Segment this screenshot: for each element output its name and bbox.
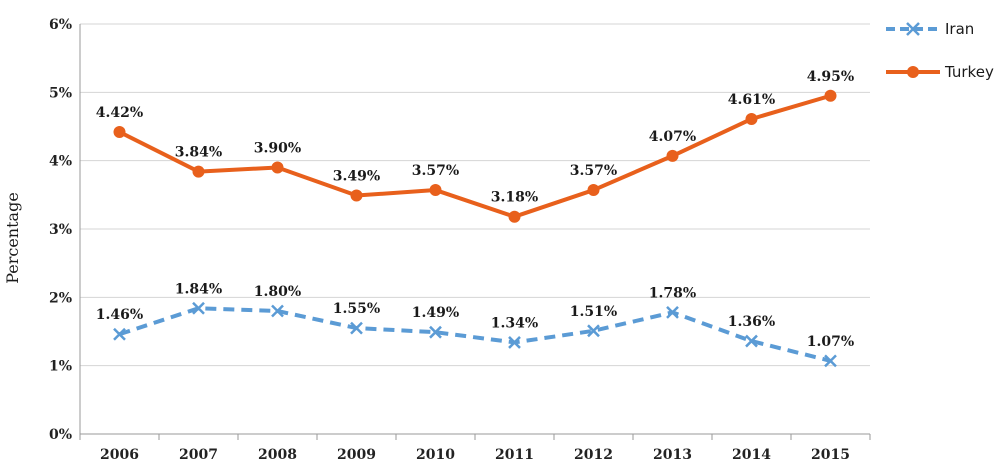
point-iran-2008 — [271, 304, 284, 318]
point-turkey-2015 — [824, 89, 837, 102]
data-label-iran-2014: 1.36% — [728, 314, 775, 330]
point-turkey-2009 — [350, 189, 363, 202]
data-label-iran-2011: 1.34% — [491, 315, 538, 331]
x-axis-ticks: 2006 2007 2008 2009 2010 2011 2012 2013 2014 2015 — [79, 434, 871, 463]
data-label-iran-2015: 1.07% — [807, 334, 854, 350]
data-label-turkey-2011: 3.18% — [491, 190, 538, 206]
data-label-iran-2009: 1.55% — [333, 301, 380, 317]
point-turkey-2006 — [113, 125, 126, 138]
legend-iran-marker — [906, 22, 920, 36]
point-turkey-2011 — [508, 210, 521, 223]
point-turkey-2008 — [271, 161, 284, 174]
grid-lines — [79, 23, 870, 435]
data-label-turkey-2013: 4.07% — [649, 129, 696, 145]
x-tick-label-2006: 2006 — [100, 447, 139, 463]
data-label-iran-2012: 1.51% — [570, 304, 617, 320]
point-iran-2013 — [666, 305, 679, 319]
x-tick-label-2012: 2012 — [574, 447, 613, 463]
x-tick-label-2014: 2014 — [732, 447, 771, 463]
data-label-turkey-2008: 3.90% — [254, 141, 301, 157]
point-turkey-2013 — [666, 149, 679, 162]
x-tick-label-2009: 2009 — [337, 447, 376, 463]
data-label-turkey-2012: 3.57% — [570, 163, 617, 179]
x-tick-label-2010: 2010 — [416, 447, 455, 463]
series-line-iran — [118, 306, 831, 363]
data-label-iran-2007: 1.84% — [175, 281, 222, 297]
data-label-turkey-2007: 3.84% — [175, 145, 222, 161]
point-iran-2014 — [745, 334, 758, 348]
x-tick-label-2013: 2013 — [653, 447, 692, 463]
point-iran-2007 — [192, 301, 205, 315]
series-line-turkey — [117, 93, 833, 219]
y-axis-ticks: 0% 1% 2% 3% 4% 5% 6% — [49, 17, 72, 443]
y-tick-label-3: 3% — [49, 222, 72, 238]
data-label-iran-2006: 1.46% — [96, 307, 143, 323]
y-tick-label-2: 2% — [49, 290, 72, 306]
y-tick-label-4: 4% — [49, 154, 72, 170]
data-label-turkey-2006: 4.42% — [96, 105, 143, 121]
point-iran-2006 — [113, 327, 126, 341]
point-iran-2011 — [508, 336, 521, 349]
y-tick-label-1: 1% — [49, 359, 72, 375]
data-labels: 1.46% 1.84% 1.80% 1.55% 1.49% 1.34% 1.51% 1.78%… — [96, 69, 854, 350]
data-label-iran-2010: 1.49% — [412, 305, 459, 321]
legend: Iran Turkey — [886, 20, 994, 81]
legend-item-turkey: Turkey — [886, 63, 994, 81]
data-label-iran-2008: 1.80% — [254, 284, 301, 300]
point-iran-2010 — [429, 325, 442, 339]
y-tick-label-5: 5% — [49, 85, 72, 101]
point-turkey-2014 — [745, 112, 758, 125]
x-tick-label-2008: 2008 — [258, 447, 297, 463]
legend-iran-label: Iran — [945, 20, 974, 38]
x-tick-label-2015: 2015 — [811, 447, 850, 463]
y-tick-label-6: 6% — [49, 17, 72, 33]
point-iran-2015 — [824, 354, 837, 368]
point-turkey-2012 — [587, 184, 600, 197]
point-turkey-2007 — [192, 165, 205, 178]
point-turkey-2010 — [429, 184, 442, 197]
series-layer — [113, 89, 837, 368]
data-label-turkey-2010: 3.57% — [412, 163, 459, 179]
data-label-turkey-2015: 4.95% — [807, 69, 854, 85]
y-tick-label-0: 0% — [49, 427, 72, 443]
data-label-iran-2013: 1.78% — [649, 285, 696, 301]
legend-turkey-marker — [907, 66, 919, 78]
point-iran-2012 — [587, 324, 600, 338]
x-tick-label-2011: 2011 — [495, 447, 534, 463]
legend-turkey-label: Turkey — [944, 63, 994, 81]
legend-item-iran: Iran — [886, 20, 974, 38]
data-label-turkey-2009: 3.49% — [333, 169, 380, 185]
x-tick-label-2007: 2007 — [179, 447, 218, 463]
data-label-turkey-2014: 4.61% — [728, 92, 775, 108]
y-axis-label: Percentage — [3, 192, 22, 284]
point-iran-2009 — [350, 321, 363, 335]
